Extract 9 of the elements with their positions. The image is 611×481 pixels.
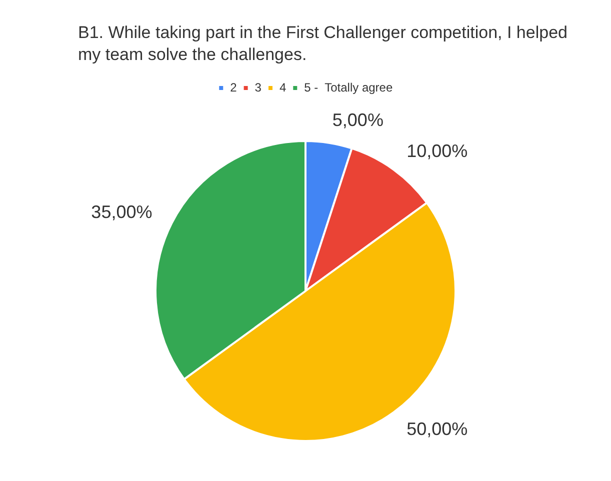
data-label: 50,00% bbox=[406, 419, 468, 440]
data-label: 35,00% bbox=[91, 202, 152, 222]
data-label: 10,00% bbox=[406, 140, 468, 161]
legend-label: 2 bbox=[230, 80, 238, 94]
legend-label: 3 bbox=[254, 80, 262, 94]
legend-label: 4 bbox=[279, 80, 286, 94]
legend-label: 5 - Totally agree bbox=[304, 80, 393, 94]
data-label: 5,00% bbox=[332, 110, 384, 130]
chart-title: B1. While taking part in the First Challenger competition, I helped my team solve the challenges. bbox=[77, 22, 568, 66]
